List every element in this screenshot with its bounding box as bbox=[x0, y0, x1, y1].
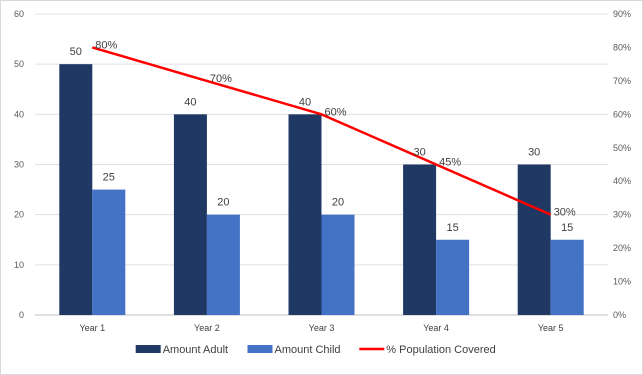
bar-data-label: 40 bbox=[299, 96, 311, 108]
right-axis-tick-label: 70% bbox=[613, 76, 631, 86]
amount-adult-bar bbox=[517, 164, 551, 315]
bar-data-label: 40 bbox=[184, 96, 196, 108]
category-label: Year 5 bbox=[538, 323, 564, 333]
amount-child-bar bbox=[206, 214, 240, 315]
bar-data-label: 15 bbox=[446, 222, 458, 234]
line-series bbox=[91, 46, 552, 216]
left-axis-tick-label: 20 bbox=[14, 210, 24, 220]
amount-child-bar bbox=[550, 239, 584, 315]
amount-child-bar bbox=[92, 189, 126, 315]
right-axis-tick-label: 0% bbox=[613, 310, 626, 320]
left-axis-tick-label: 10 bbox=[14, 260, 24, 270]
bar-series bbox=[59, 64, 584, 316]
left-axis-tick-label: 50 bbox=[14, 59, 24, 69]
bar-data-label: 25 bbox=[103, 172, 115, 184]
legend-label-population-covered: % Population Covered bbox=[386, 344, 495, 356]
bar-data-label: 15 bbox=[561, 222, 573, 234]
right-axis-tick-label: 80% bbox=[613, 42, 631, 52]
right-axis-tick-label: 90% bbox=[613, 9, 631, 19]
bar-data-label: 30 bbox=[413, 147, 425, 159]
legend: Amount Adult Amount Child % Population Cov… bbox=[135, 344, 496, 356]
line-data-label: 70% bbox=[210, 73, 232, 85]
left-axis-tick-label: 40 bbox=[14, 109, 24, 119]
left-axis-tick-label: 60 bbox=[14, 9, 24, 19]
bar-data-label: 20 bbox=[332, 197, 344, 209]
right-axis-tick-label: 30% bbox=[613, 210, 631, 220]
right-axis-tick-label: 60% bbox=[613, 109, 631, 119]
right-axis-tick-label: 10% bbox=[613, 277, 631, 287]
right-axis-tick-label: 20% bbox=[613, 243, 631, 253]
amount-adult-bar bbox=[403, 164, 437, 315]
left-axis-tick-label: 0 bbox=[19, 310, 24, 320]
data-labels: 50 25 40 20 40 20 30 15 30 15 80% 70% 60% 45% 30% bbox=[70, 39, 576, 233]
amount-adult-bar bbox=[59, 64, 93, 316]
amount-child-bar bbox=[436, 239, 470, 315]
right-axis-tick-label: 40% bbox=[613, 176, 631, 186]
line-data-label: 80% bbox=[95, 39, 117, 51]
left-axis-ticks: 0 10 20 30 40 50 60 bbox=[14, 9, 24, 320]
bar-data-label: 20 bbox=[217, 197, 229, 209]
category-label: Year 2 bbox=[194, 323, 220, 333]
amount-adult-bar bbox=[288, 114, 322, 315]
bar-data-label: 30 bbox=[528, 147, 540, 159]
population-covered-line bbox=[91, 46, 552, 216]
line-data-label: 30% bbox=[554, 207, 576, 219]
line-data-label: 60% bbox=[325, 106, 347, 118]
bar-data-label: 50 bbox=[70, 46, 82, 58]
legend-label-amount-adult: Amount Adult bbox=[163, 344, 228, 356]
legend-label-amount-child: Amount Child bbox=[275, 344, 341, 356]
category-label: Year 3 bbox=[309, 323, 335, 333]
line-data-label: 45% bbox=[439, 157, 461, 169]
amount-child-bar bbox=[321, 214, 355, 315]
legend-swatch-amount-adult bbox=[135, 345, 161, 353]
left-axis-tick-label: 30 bbox=[14, 160, 24, 170]
right-axis-tick-label: 50% bbox=[613, 143, 631, 153]
legend-swatch-amount-child bbox=[247, 345, 273, 353]
amount-adult-bar bbox=[173, 114, 207, 315]
right-axis-ticks: 0% 10% 20% 30% 40% 50% 60% 70% 80% 90% bbox=[613, 9, 631, 320]
category-label: Year 1 bbox=[79, 323, 105, 333]
category-label: Year 4 bbox=[423, 323, 449, 333]
category-axis-labels: Year 1 Year 2 Year 3 Year 4 Year 5 bbox=[79, 323, 563, 333]
